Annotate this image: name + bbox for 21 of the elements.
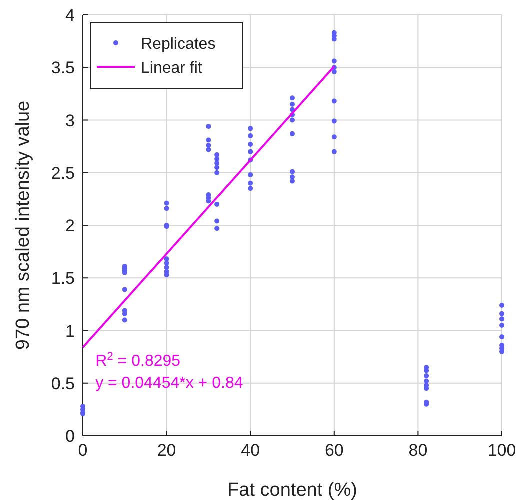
y-tick-label: 1: [66, 322, 75, 341]
y-tick-label: 3: [66, 111, 75, 130]
x-tick-label: 20: [157, 441, 176, 460]
y-tick-label: 2: [66, 216, 75, 236]
y-tick-label: 4: [66, 6, 75, 25]
annotation: y = 0.04454*x + 0.84: [96, 375, 244, 392]
x-tick-label: 100: [488, 441, 516, 460]
y-tick-label: 0.5: [51, 374, 75, 394]
x-tick-label: 80: [408, 441, 428, 460]
y-tick-label: 2.5: [51, 164, 75, 183]
legend-label: Linear fit: [141, 60, 203, 77]
y-tick-label: 0: [66, 427, 75, 446]
x-tick-label: 40: [241, 441, 260, 460]
x-axis-title: Fat content (%): [228, 480, 358, 501]
annotation: R$^{2}$ = 0.8295: [96, 351, 181, 370]
y-tick-label: 3.5: [51, 58, 75, 78]
x-tick-label: 0: [78, 441, 88, 460]
x-tick-label: 60: [324, 441, 344, 460]
y-tick-label: 1.5: [51, 269, 75, 288]
legend-label: Replicates: [141, 36, 216, 53]
y-axis-title: 970 nm scaled intensity value: [13, 100, 34, 350]
